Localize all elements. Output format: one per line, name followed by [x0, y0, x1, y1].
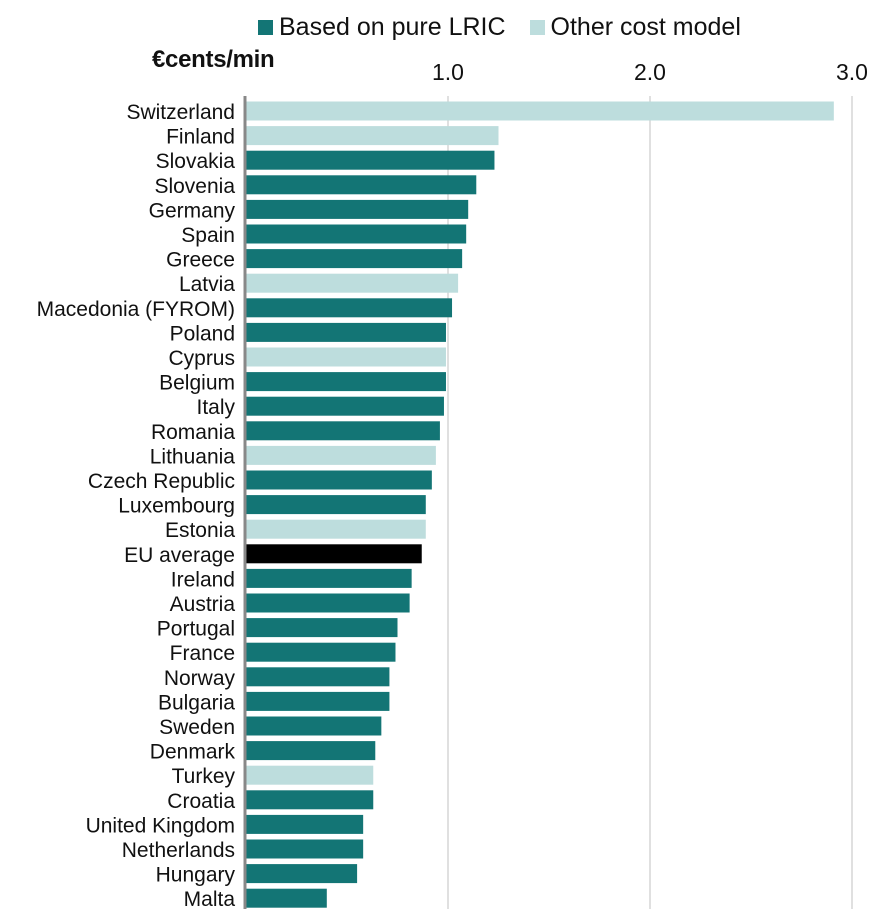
bars — [246, 101, 834, 908]
bar — [246, 101, 834, 121]
category-label: Poland — [170, 322, 235, 345]
bar — [246, 765, 374, 785]
chart-legend: Based on pure LRIC Other cost model — [258, 12, 765, 42]
category-label: Croatia — [167, 790, 235, 813]
bar — [246, 249, 463, 269]
legend-item-other: Other cost model — [529, 12, 741, 42]
bar — [246, 519, 426, 539]
category-label: Italy — [196, 396, 235, 419]
category-label: France — [170, 642, 235, 665]
category-label: Austria — [170, 593, 236, 616]
category-label: Estonia — [165, 519, 235, 542]
bar — [246, 691, 390, 711]
bar — [246, 593, 410, 613]
bar — [246, 347, 446, 367]
category-label: Ireland — [171, 568, 235, 591]
x-tick-label: 2.0 — [634, 59, 666, 85]
bar — [246, 790, 374, 810]
bar — [246, 273, 459, 293]
bar — [246, 322, 446, 342]
bar — [246, 298, 453, 318]
bar — [246, 421, 440, 441]
category-label: Macedonia (FYROM) — [37, 298, 235, 321]
category-label: Slovenia — [154, 175, 235, 198]
bar — [246, 544, 422, 564]
bar — [246, 224, 467, 244]
category-label: Sweden — [159, 716, 235, 739]
bar — [246, 396, 444, 416]
category-label: Latvia — [179, 273, 235, 296]
bar — [246, 814, 364, 834]
x-tick-label: 1.0 — [432, 59, 464, 85]
category-label: Romania — [151, 421, 235, 444]
category-label: Bulgaria — [158, 691, 235, 714]
category-label: Germany — [149, 199, 236, 222]
bar — [246, 618, 398, 638]
category-label: United Kingdom — [86, 814, 235, 837]
category-label: Norway — [164, 667, 236, 690]
category-label: Belgium — [159, 372, 235, 395]
gridlines — [447, 96, 853, 909]
category-label: Turkey — [172, 765, 236, 788]
legend-swatch-other — [529, 19, 545, 35]
legend-label-lric: Based on pure LRIC — [279, 12, 506, 41]
bar — [246, 445, 436, 465]
category-labels: SwitzerlandFinlandSlovakiaSloveniaGerman… — [37, 101, 236, 909]
bar — [246, 199, 469, 219]
x-axis-ticks: 1.0 2.0 3.0 — [432, 59, 868, 85]
bar — [246, 372, 446, 392]
category-label: Greece — [166, 249, 235, 272]
x-tick-label: 3.0 — [836, 59, 868, 85]
category-label: Spain — [181, 224, 235, 247]
bar — [246, 741, 376, 761]
unit-label: €cents/min — [152, 46, 275, 73]
bar — [246, 470, 432, 490]
bar — [246, 126, 499, 146]
bar — [246, 495, 426, 515]
bar — [246, 864, 358, 884]
category-label: Cyprus — [168, 347, 235, 370]
category-label: Denmark — [150, 741, 236, 764]
bar — [246, 642, 396, 662]
category-label: Switzerland — [126, 101, 235, 124]
category-label: Malta — [184, 888, 236, 909]
category-label: Czech Republic — [88, 470, 235, 493]
legend-swatch-lric — [258, 19, 273, 35]
bar — [246, 839, 364, 859]
legend-item-lric: Based on pure LRIC — [258, 13, 506, 42]
category-label: Hungary — [156, 864, 236, 887]
category-label: Portugal — [157, 618, 235, 641]
category-label: Luxembourg — [118, 495, 235, 518]
category-label: Netherlands — [122, 839, 235, 862]
bar — [246, 667, 390, 687]
bar — [246, 716, 382, 736]
bar — [246, 150, 495, 170]
bar — [246, 568, 412, 588]
category-label: Finland — [166, 126, 235, 149]
bar — [246, 888, 327, 908]
category-label: Slovakia — [156, 150, 236, 173]
bar — [246, 175, 477, 195]
legend-label-other: Other cost model — [550, 12, 741, 41]
category-label: Lithuania — [150, 445, 236, 468]
category-label: EU average — [124, 544, 235, 567]
